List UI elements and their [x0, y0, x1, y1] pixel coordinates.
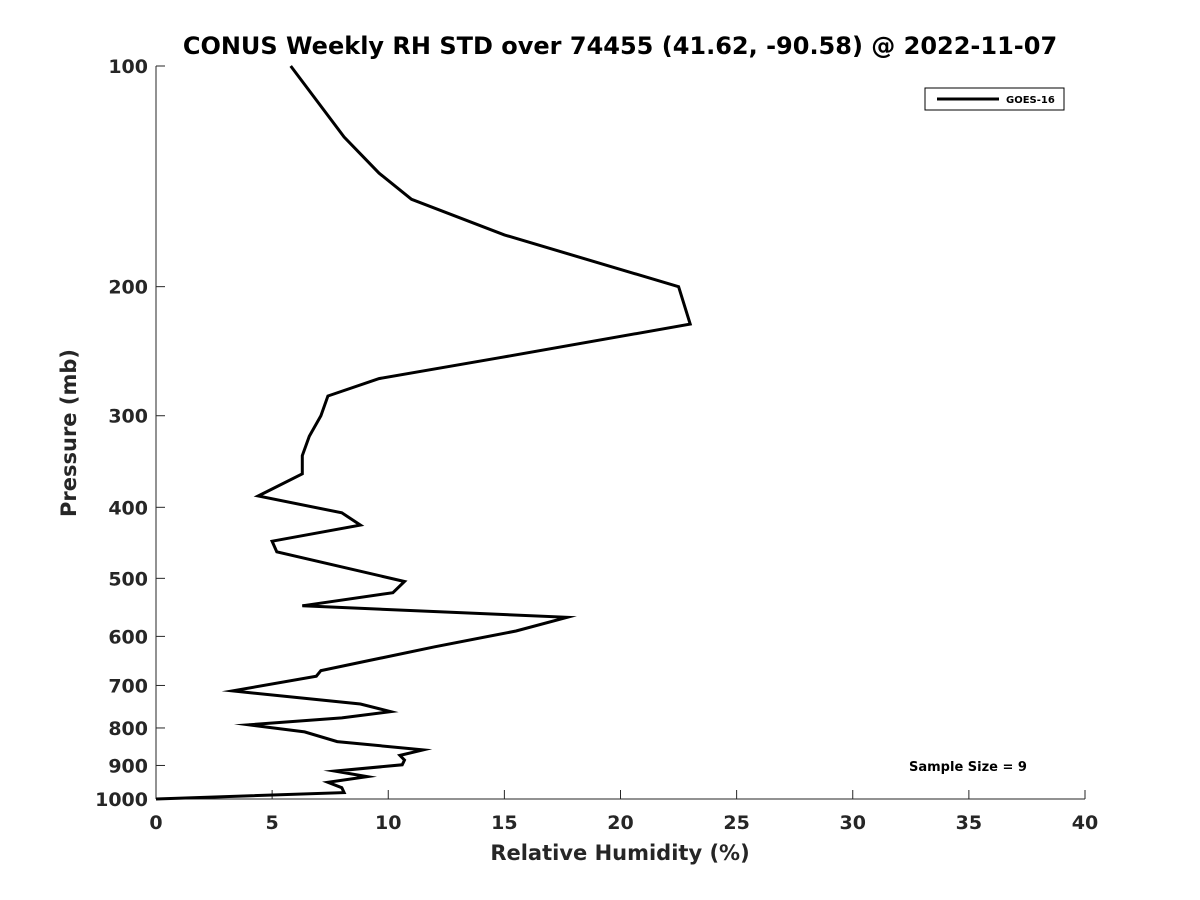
y-tick-label: 200: [108, 277, 148, 299]
y-tick-label: 800: [108, 718, 148, 740]
series-layer: [155, 65, 693, 801]
x-tick-label: 40: [1072, 812, 1098, 834]
y-tick-label: 500: [108, 568, 148, 590]
y-tick-label: 400: [108, 497, 148, 519]
y-tick-label: 300: [108, 406, 148, 428]
x-tick-label: 35: [956, 812, 982, 834]
legend: GOES-16: [924, 87, 1065, 111]
x-tick-label: 5: [266, 812, 279, 834]
x-tick-label: 10: [375, 812, 401, 834]
y-axis-label: Pressure (mb): [57, 349, 81, 517]
series-line-goes-16: [155, 65, 693, 801]
x-axis-label: Relative Humidity (%): [490, 841, 749, 865]
x-tick-label: 30: [840, 812, 866, 834]
y-tick-label: 700: [108, 675, 148, 697]
y-tick-label: 600: [108, 626, 148, 648]
x-tick-label: 20: [607, 812, 633, 834]
chart-title: CONUS Weekly RH STD over 74455 (41.62, -…: [183, 32, 1057, 60]
legend-label-goes-16: GOES-16: [1006, 95, 1055, 106]
y-tick-label: 900: [108, 755, 148, 777]
y-tick-label: 100: [108, 56, 148, 78]
x-tick-label: 15: [491, 812, 517, 834]
x-tick-label: 0: [149, 812, 162, 834]
y-tick-label: 1000: [95, 789, 148, 811]
x-axis-ticks: 0 5 10 15 20 25 30 35 40: [149, 790, 1098, 834]
plot-area: [155, 66, 1085, 800]
x-tick-label: 25: [723, 812, 749, 834]
y-axis-ticks: 100 200 300 400 500 600 700 800 900 1000: [95, 56, 165, 811]
sample-size-annotation: Sample Size = 9: [909, 760, 1027, 775]
